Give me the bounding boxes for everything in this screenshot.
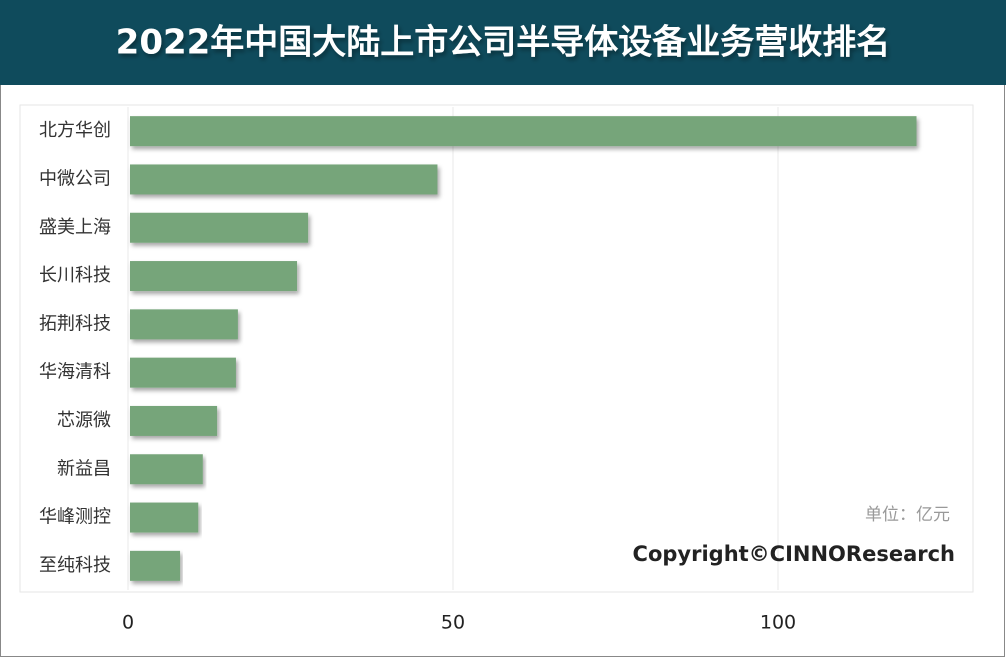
- bar: [130, 164, 438, 195]
- plot-area: [19, 104, 974, 593]
- y-tick-label: 华峰测控: [39, 507, 111, 528]
- title-band: [0, 0, 1006, 85]
- unit-note: 单位：亿元: [865, 505, 950, 525]
- bar: [130, 212, 309, 243]
- bar: [130, 261, 298, 292]
- y-tick-label: 拓荆科技: [39, 313, 111, 334]
- bar: [130, 454, 203, 485]
- chart-title: 2022年中国大陆上市公司半导体设备业务营收排名: [116, 23, 891, 63]
- y-tick-label: 北方华创: [39, 120, 111, 141]
- y-tick-label: 华海清科: [39, 362, 111, 383]
- bar: [130, 116, 917, 147]
- y-tick-label: 至纯科技: [39, 555, 111, 576]
- y-tick-label: 新益昌: [57, 458, 111, 479]
- y-tick-label: 盛美上海: [39, 217, 111, 238]
- bar: [130, 405, 218, 436]
- bar: [130, 309, 238, 340]
- y-tick-label: 长川科技: [39, 265, 111, 286]
- bar: [130, 502, 199, 533]
- x-tick-label: 0: [122, 612, 134, 634]
- bar: [130, 357, 236, 388]
- bar: [130, 550, 181, 581]
- y-tick-label: 中微公司: [39, 168, 111, 189]
- x-tick-label: 50: [441, 612, 465, 634]
- x-tick-label: 100: [760, 612, 796, 634]
- copyright: Copyright©CINNOResearch: [633, 542, 955, 566]
- y-tick-label: 芯源微: [57, 410, 111, 431]
